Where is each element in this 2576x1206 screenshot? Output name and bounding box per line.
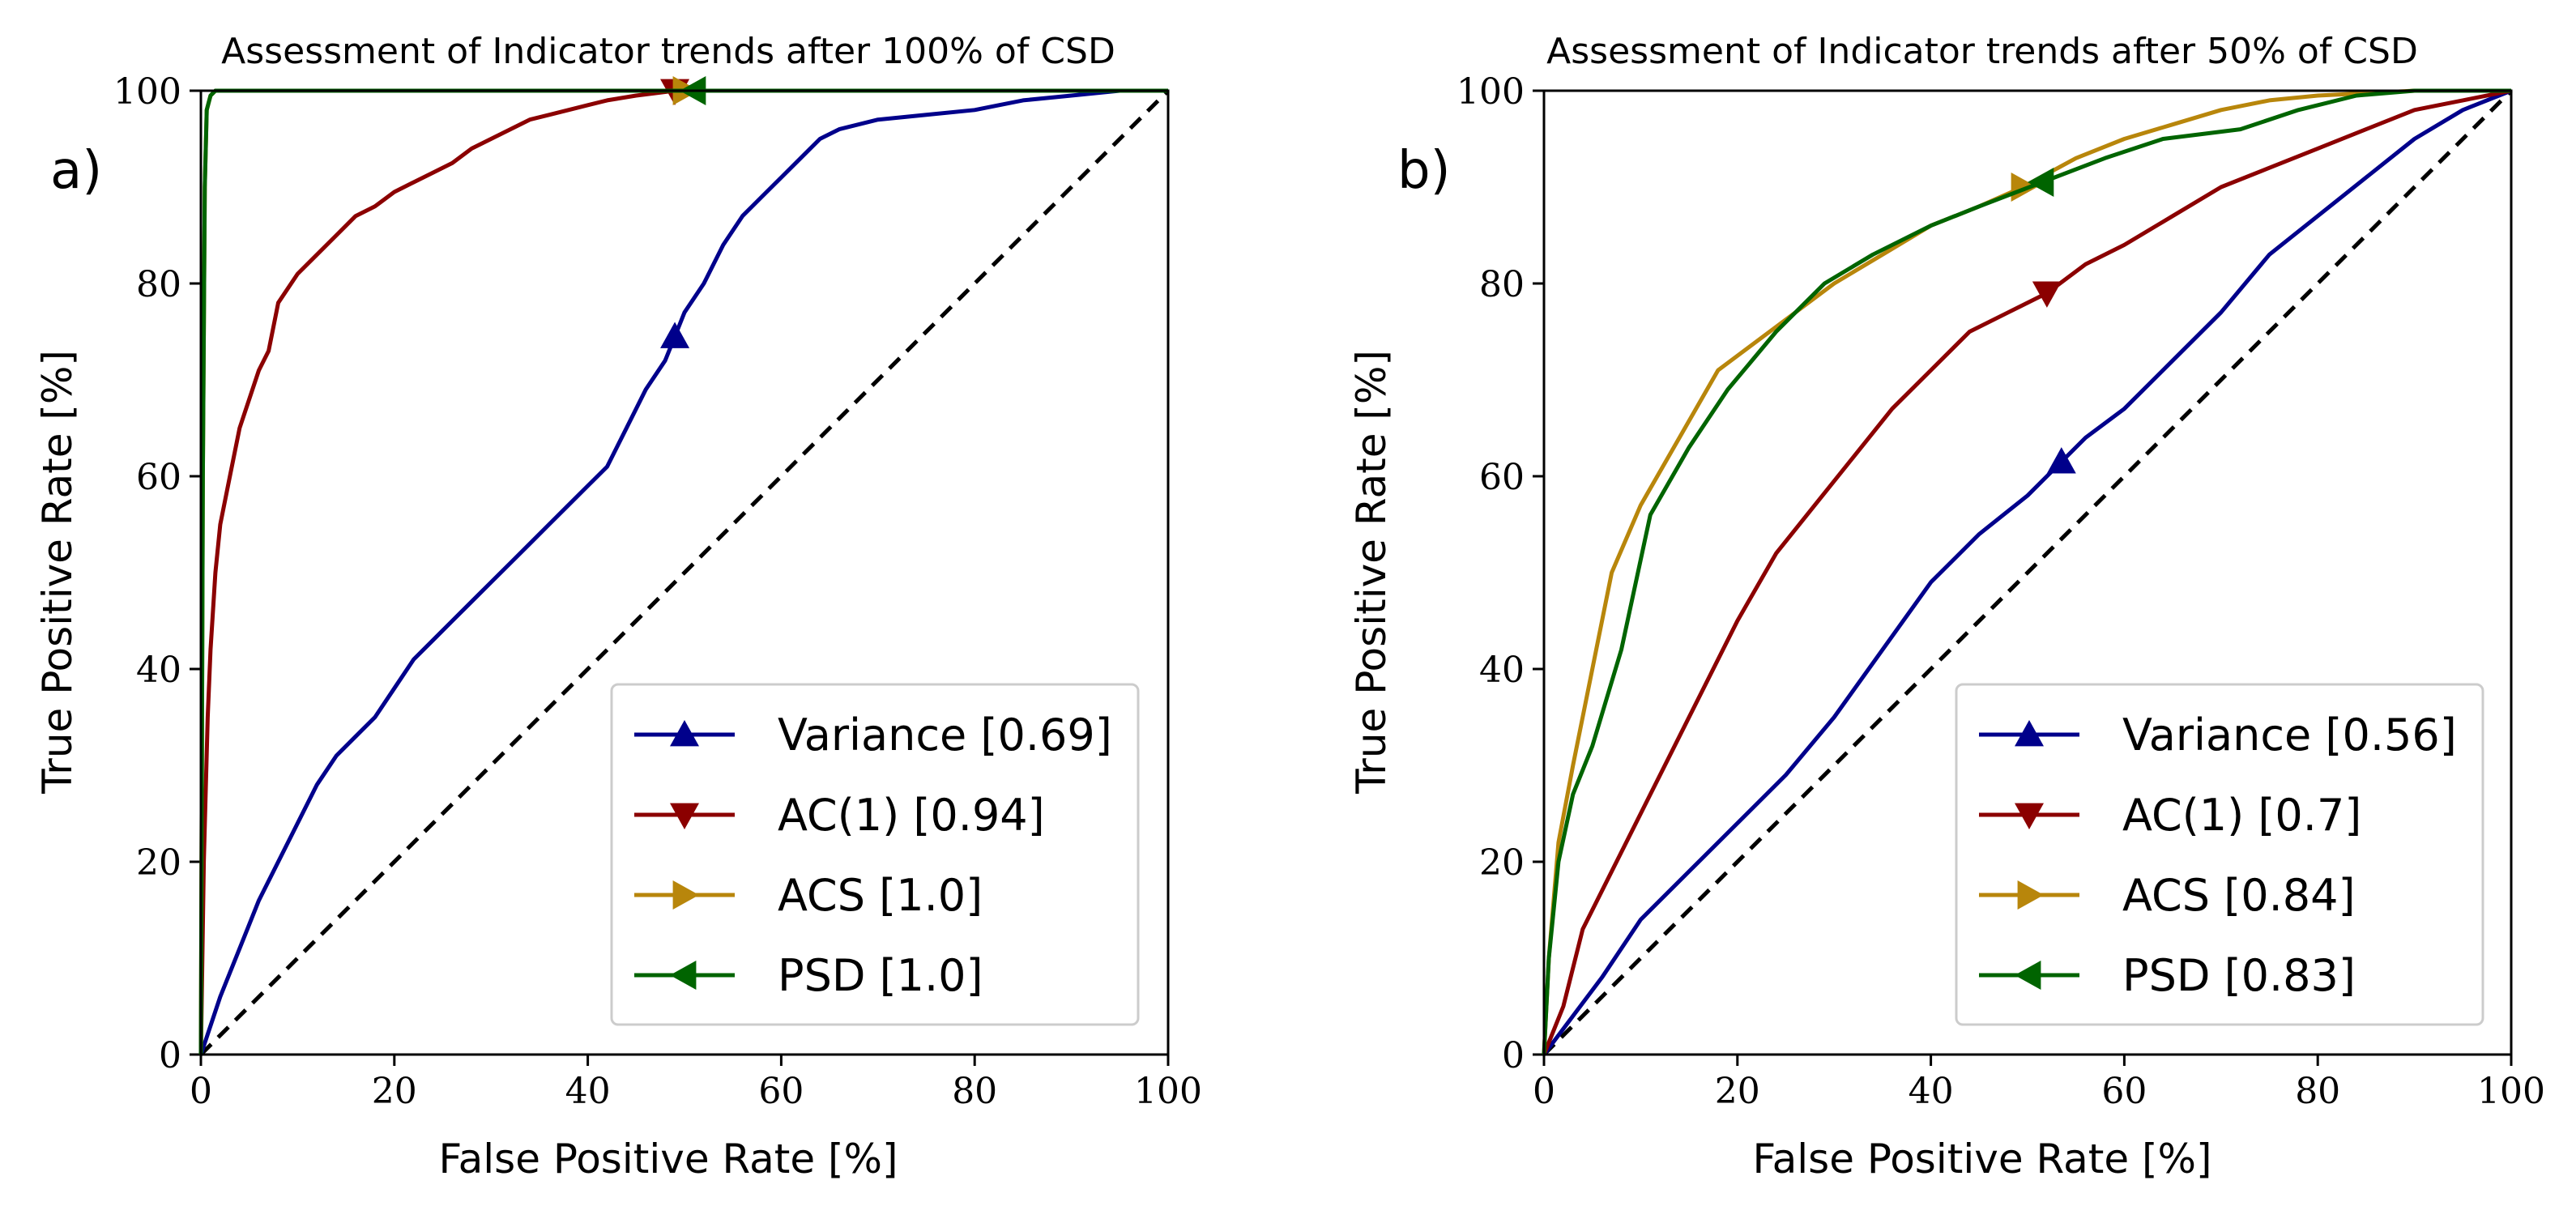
panel-b-y-tick-label: 20 (1479, 842, 1525, 884)
panel-a-letter: a) (50, 141, 102, 201)
panel-a-y-tick-label: 40 (136, 650, 181, 691)
panel-a-legend-box (610, 683, 1140, 1026)
panel-a-y-tick-label: 80 (136, 264, 181, 305)
panel-b-x-tick-label: 20 (1715, 1071, 1760, 1112)
panel-b-legend-label-psd: PSD [0.83] (2122, 950, 2356, 1001)
panel-a-legend-label-acs: ACS [1.0] (778, 870, 983, 921)
panel-a-y-tick-label: 100 (113, 71, 181, 113)
panel-b-title: Assessment of Indicator trends after 50%… (1546, 31, 2418, 72)
panel-a-legend-marker-variance (670, 720, 699, 747)
panel-b-x-tick-label: 0 (1533, 1071, 1555, 1112)
panel-a-y-axis-label: True Positive Rate [%] (34, 350, 81, 795)
panel-b-legend: Variance [0.56] AC(1) [0.7] ACS [0.84] PSD … (1955, 683, 2484, 1026)
panel-b-series-marker-variance (2046, 447, 2076, 474)
panel-b-series-marker-ac1 (2032, 281, 2062, 308)
panel-a-legend-label-variance: Variance [0.69] (778, 710, 1112, 761)
panel-a-title: Assessment of Indicator trends after 100… (221, 31, 1115, 72)
panel-b-y-tick-label: 60 (1479, 457, 1525, 498)
panel-b-letter: b) (1397, 141, 1451, 201)
panel-a-legend: Variance [0.69] AC(1) [0.94] ACS [1.0] PSD … (610, 683, 1140, 1026)
panel-b-ticks: 0 20 40 60 80 100 0 20 40 60 80 100 (1456, 71, 2545, 1112)
panel-a-legend-marker-ac1 (670, 803, 699, 829)
panel-a-legend-label-psd: PSD [1.0] (778, 950, 983, 1001)
panel-a-legend-marker-psd (670, 961, 697, 990)
panel-b-series-marker-psd (2027, 168, 2054, 198)
panel-b-legend-label-variance: Variance [0.56] (2122, 710, 2457, 761)
panel-a-x-tick-label: 100 (1134, 1071, 1202, 1112)
panel-b-y-tick-label: 80 (1479, 264, 1525, 305)
panel-b-frame (1542, 89, 2513, 1056)
panel-a-diagonal (199, 89, 1170, 1056)
panel-b-x-tick-label: 100 (2477, 1071, 2545, 1112)
panel-a-series-marker-variance (660, 322, 690, 348)
panel-a-x-tick-label: 20 (372, 1071, 417, 1112)
panel-a-y-tick-label: 20 (136, 842, 181, 884)
panel-b-y-tick-label: 40 (1479, 650, 1525, 691)
panel-b-diagonal (1542, 89, 2513, 1056)
panel-a-x-tick-label: 40 (565, 1071, 611, 1112)
roc-panel-a: Assessment of Indicator trends after 100… (34, 31, 1202, 1183)
panel-a-ticks: 0 20 40 60 80 100 0 20 40 60 80 100 (113, 71, 1202, 1112)
panel-b-legend-box (1955, 683, 2484, 1026)
panel-b-series-line-ac1 (1542, 88, 2512, 1055)
panel-a-x-tick-label: 0 (190, 1071, 212, 1112)
panel-a-series-line-variance (198, 88, 1168, 1055)
panel-a-y-tick-label: 60 (136, 457, 181, 498)
panel-b-legend-label-acs: ACS [0.84] (2122, 870, 2356, 921)
panel-b-legend-label-ac1: AC(1) [0.7] (2122, 790, 2361, 841)
panel-a-frame (199, 89, 1170, 1056)
panel-b-x-tick-label: 40 (1909, 1071, 1954, 1112)
panel-b-series-line-variance (1542, 88, 2512, 1056)
panel-b-series-line-acs (1542, 88, 2511, 1055)
panel-b-legend-marker-variance (2015, 720, 2044, 747)
panel-b-y-tick-label: 100 (1456, 71, 1525, 113)
panel-a-legend-marker-acs (672, 880, 699, 910)
panel-a-x-axis-label: False Positive Rate [%] (438, 1136, 898, 1183)
panel-a-legend-label-ac1: AC(1) [0.94] (778, 790, 1045, 841)
panel-a-x-tick-label: 60 (758, 1071, 804, 1112)
panel-b-x-axis-label: False Positive Rate [%] (1752, 1136, 2211, 1183)
panel-b-series (1542, 88, 2512, 1056)
panel-b-y-tick-label: 0 (1502, 1035, 1525, 1076)
panel-b-y-axis-label: True Positive Rate [%] (1348, 350, 1395, 795)
panel-a-x-tick-label: 80 (952, 1071, 997, 1112)
panel-b-legend-marker-acs (2017, 880, 2044, 910)
panel-b-legend-marker-psd (2015, 961, 2041, 990)
panel-b-series-line-psd (1542, 88, 2511, 1055)
panel-a-series-line-ac1 (198, 88, 1168, 1055)
roc-panel-b: Assessment of Indicator trends after 50%… (1348, 31, 2545, 1183)
panel-b-x-tick-label: 60 (2101, 1071, 2147, 1112)
panel-b-legend-marker-ac1 (2015, 803, 2044, 829)
panel-a-y-tick-label: 0 (159, 1035, 181, 1076)
panel-b-x-tick-label: 80 (2295, 1071, 2340, 1112)
